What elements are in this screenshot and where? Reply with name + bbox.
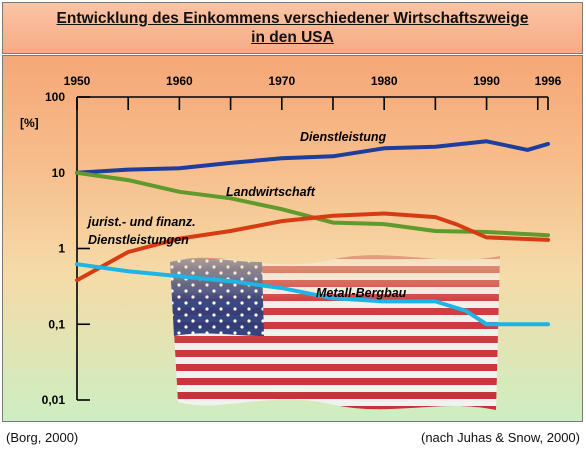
series-line bbox=[75, 170, 550, 238]
series-annotation: Dienstleistung bbox=[300, 130, 386, 144]
y-tick-label: 1 bbox=[58, 242, 65, 256]
series-annotation: Metall-Bergbau bbox=[316, 286, 407, 300]
series-annotation: jurist.- und finanz. bbox=[86, 215, 196, 229]
y-tick-label: 10 bbox=[52, 166, 66, 180]
series-annotation: Dienstleistungen bbox=[88, 233, 189, 247]
y-tick-label: 0,01 bbox=[42, 393, 66, 407]
chart-title-line1: Entwicklung des Einkommens verschiedener… bbox=[56, 10, 529, 27]
chart-title: Entwicklung des Einkommens verschiedener… bbox=[2, 2, 583, 54]
series-line bbox=[75, 262, 550, 327]
x-tick-label: 1990 bbox=[473, 74, 500, 88]
x-tick-label: 1950 bbox=[64, 74, 91, 88]
y-axis-label: [%] bbox=[20, 116, 39, 130]
x-tick-label: 1980 bbox=[371, 74, 398, 88]
x-tick-label: 1960 bbox=[166, 74, 193, 88]
x-tick-label: 1996 bbox=[535, 74, 562, 88]
series-line bbox=[75, 211, 550, 283]
y-tick-label: 0,1 bbox=[48, 317, 65, 331]
us-flag-image bbox=[170, 255, 500, 410]
series-annotation: Landwirtschaft bbox=[226, 185, 316, 199]
y-tick-label: 100 bbox=[45, 90, 65, 104]
series-line bbox=[75, 139, 550, 175]
source-note-right: (nach Juhas & Snow, 2000) bbox=[421, 430, 580, 445]
x-tick-label: 1970 bbox=[268, 74, 295, 88]
chart-title-line2: in den USA bbox=[251, 29, 334, 46]
source-note-left: (Borg, 2000) bbox=[6, 430, 79, 445]
